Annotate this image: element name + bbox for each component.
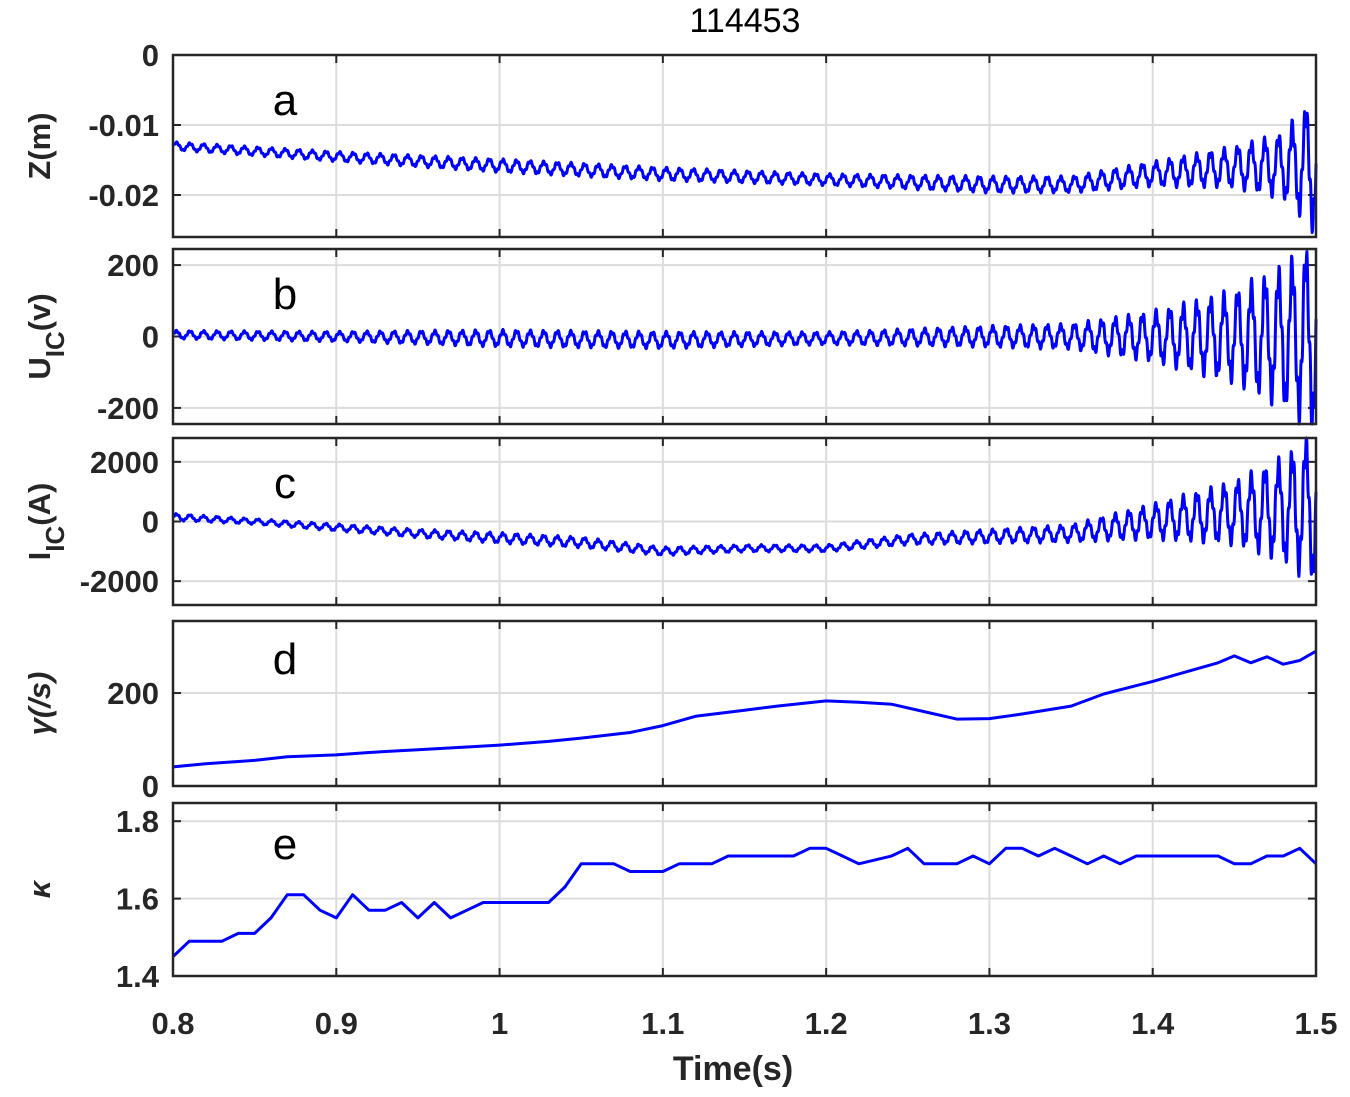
y-axis-label: γ(/s) <box>22 672 57 736</box>
y-label-subscript: IC <box>40 331 70 357</box>
x-tick-label: 0.9 <box>315 1006 358 1041</box>
y-tick-label: 200 <box>107 676 159 711</box>
y-tick-label: 1.8 <box>116 804 159 839</box>
axes-frame <box>171 801 1318 978</box>
y-label-main: I <box>22 552 57 561</box>
panel-letter: c <box>274 459 296 508</box>
panel-c: 2000 0 -2000 c IIC(A) <box>22 436 1318 607</box>
y-tick-label: 0 <box>142 505 159 540</box>
y-label-main: U <box>22 357 57 379</box>
y-tick-label: 0 <box>142 320 159 355</box>
panel-letter: a <box>273 76 298 125</box>
panel-b: 200 0 -200 b UIC(v) <box>22 247 1318 426</box>
y-tick-label: -0.01 <box>88 108 159 143</box>
panel-d: 200 0 d γ(/s) <box>22 619 1318 804</box>
series-line-a <box>171 110 1318 234</box>
y-axis-label: IIC(A) <box>22 483 70 561</box>
y-tick-label: 2000 <box>90 445 159 480</box>
series-line-b <box>171 250 1318 426</box>
panel-a: 0 -0.01 -0.02 a Z(m) <box>22 38 1318 239</box>
panel-letter: d <box>273 635 297 684</box>
axes-frame <box>171 247 1318 426</box>
y-tick-label: 1.4 <box>116 959 160 994</box>
x-tick-label: 1.4 <box>1131 1006 1175 1041</box>
y-axis-label: Z(m) <box>22 112 57 179</box>
x-tick-label: 1.3 <box>968 1006 1011 1041</box>
panel-letter: b <box>273 270 297 319</box>
y-tick-label: 200 <box>107 248 159 283</box>
x-tick-label: 0.8 <box>151 1006 194 1041</box>
y-label-subscript: IC <box>40 525 70 551</box>
series-line-c <box>171 436 1318 578</box>
y-tick-label: -0.02 <box>88 178 159 213</box>
x-axis-label: Time(s) <box>673 1050 793 1088</box>
axes-frame <box>171 619 1318 788</box>
x-tick-label: 1 <box>491 1006 508 1041</box>
y-tick-label: 0 <box>142 769 159 804</box>
series-line-e <box>171 846 1318 958</box>
y-axis-label: κ <box>22 879 57 898</box>
x-tick-label: 1.5 <box>1294 1006 1337 1041</box>
y-label-unit: (A) <box>22 483 57 526</box>
y-tick-label: 1.6 <box>116 882 159 917</box>
y-tick-label: 0 <box>142 38 159 73</box>
y-axis-label: UIC(v) <box>22 293 70 379</box>
x-tick-label: 1.2 <box>805 1006 848 1041</box>
panel-letter: e <box>273 820 297 869</box>
series-line-d <box>172 649 1317 769</box>
x-tick-label: 1.1 <box>641 1006 684 1041</box>
y-tick-label: -200 <box>97 391 159 426</box>
axes-frame <box>171 53 1318 239</box>
axes-frame <box>171 436 1318 607</box>
y-tick-label: -2000 <box>80 564 159 599</box>
y-label-unit: (v) <box>22 293 57 331</box>
panel-e: 1.8 1.6 1.4 e κ <box>22 801 1318 994</box>
chart-title: 114453 <box>690 2 801 40</box>
